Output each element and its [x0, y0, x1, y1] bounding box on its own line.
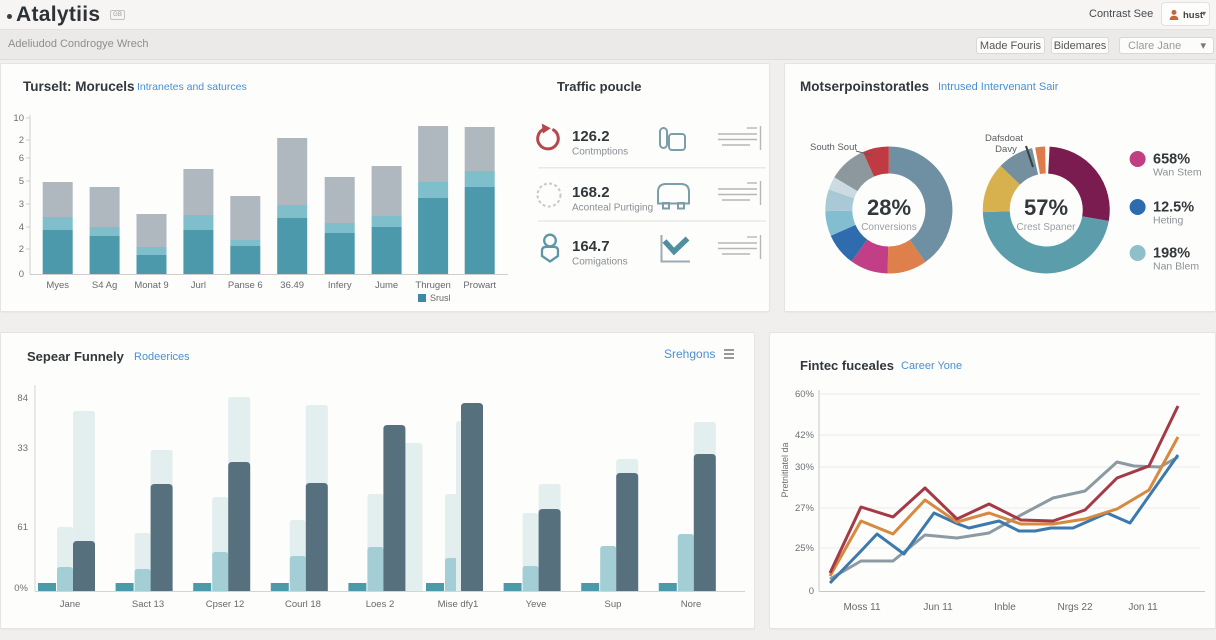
svg-text:Thrugen: Thrugen — [415, 280, 450, 291]
svg-text:61: 61 — [17, 522, 28, 533]
svg-text:Srusl: Srusl — [430, 293, 451, 303]
svg-text:0%: 0% — [14, 583, 28, 594]
svg-text:Comigations: Comigations — [572, 257, 628, 268]
svg-text:Sact 13: Sact 13 — [132, 599, 164, 610]
svg-text:Prowart: Prowart — [463, 280, 496, 291]
svg-text:Srehgons: Srehgons — [664, 347, 715, 361]
svg-text:S4 Ag: S4 Ag — [92, 280, 117, 291]
svg-text:27%: 27% — [795, 503, 815, 514]
svg-text:25%: 25% — [795, 543, 815, 554]
svg-text:Pretnitlatel da: Pretnitlatel da — [780, 442, 790, 497]
svg-text:84: 84 — [17, 393, 28, 404]
svg-text:Rodeerices: Rodeerices — [134, 351, 190, 363]
svg-text:Monat 9: Monat 9 — [134, 280, 168, 291]
svg-text:Infery: Infery — [328, 280, 352, 291]
svg-text:Intranetes and saturces: Intranetes and saturces — [137, 81, 247, 93]
svg-text:Panse 6: Panse 6 — [228, 280, 263, 291]
svg-text:3: 3 — [19, 199, 24, 210]
svg-text:Cpser 12: Cpser 12 — [206, 599, 245, 610]
svg-text:Crest Spaner: Crest Spaner — [1017, 222, 1077, 233]
svg-text:12.5%: 12.5% — [1153, 200, 1194, 216]
svg-text:Jun 11: Jun 11 — [923, 602, 953, 613]
svg-text:0: 0 — [19, 269, 24, 280]
svg-text:5: 5 — [19, 176, 24, 187]
svg-text:Wan Stem: Wan Stem — [1153, 167, 1202, 179]
svg-text:Yeve: Yeve — [526, 599, 547, 610]
svg-text:Jane: Jane — [60, 599, 81, 610]
svg-text:4: 4 — [19, 222, 24, 233]
svg-text:Davy: Davy — [995, 144, 1017, 155]
svg-text:Motserpoinstoratles: Motserpoinstoratles — [800, 79, 929, 94]
svg-text:658%: 658% — [1153, 152, 1190, 168]
svg-text:Traffic poucle: Traffic poucle — [557, 79, 642, 94]
svg-text:Jon 11: Jon 11 — [1128, 602, 1158, 613]
svg-text:198%: 198% — [1153, 246, 1190, 262]
svg-text:57%: 57% — [1024, 195, 1068, 220]
svg-text:Loes 2: Loes 2 — [366, 599, 395, 610]
svg-text:60%: 60% — [795, 389, 815, 400]
svg-text:Mise dfy1: Mise dfy1 — [438, 599, 479, 610]
svg-text:Conversions: Conversions — [861, 222, 917, 233]
svg-text:0: 0 — [809, 586, 814, 597]
svg-text:33: 33 — [17, 443, 28, 454]
svg-text:Nore: Nore — [681, 599, 702, 610]
svg-text:Contmptions: Contmptions — [572, 147, 628, 158]
svg-text:126.2: 126.2 — [572, 128, 610, 145]
svg-text:Sup: Sup — [605, 599, 622, 610]
svg-text:164.7: 164.7 — [572, 238, 610, 255]
svg-text:2: 2 — [19, 244, 24, 255]
svg-text:Moss 11: Moss 11 — [843, 602, 880, 613]
svg-text:Nrgs 22: Nrgs 22 — [1057, 602, 1092, 613]
svg-text:30%: 30% — [795, 462, 815, 473]
svg-text:South Sout: South Sout — [810, 142, 857, 153]
svg-text:Sepear Funnely: Sepear Funnely — [27, 349, 125, 364]
svg-text:Jume: Jume — [375, 280, 398, 291]
svg-text:Turselt: Morucels: Turselt: Morucels — [23, 79, 135, 94]
svg-text:36.49: 36.49 — [280, 280, 304, 291]
svg-text:42%: 42% — [795, 430, 815, 441]
svg-text:28%: 28% — [867, 195, 911, 220]
svg-text:Jurl: Jurl — [191, 280, 206, 291]
svg-text:Nan Blem: Nan Blem — [1153, 261, 1199, 273]
svg-text:Heting: Heting — [1153, 215, 1184, 227]
svg-text:Career Yone: Career Yone — [901, 360, 962, 372]
svg-text:10: 10 — [13, 113, 24, 124]
svg-text:Aconteal Purtiging: Aconteal Purtiging — [572, 203, 653, 214]
svg-text:2: 2 — [19, 135, 24, 146]
svg-text:168.2: 168.2 — [572, 184, 610, 201]
svg-text:Intrused Intervenant Sair: Intrused Intervenant Sair — [938, 81, 1059, 93]
svg-text:Myes: Myes — [46, 280, 69, 291]
svg-text:Courl 18: Courl 18 — [285, 599, 321, 610]
svg-text:Dafsdoat: Dafsdoat — [985, 133, 1023, 144]
svg-text:6: 6 — [19, 153, 24, 164]
svg-text:Fintec fuceales: Fintec fuceales — [800, 358, 894, 373]
svg-text:Inble: Inble — [994, 602, 1016, 613]
